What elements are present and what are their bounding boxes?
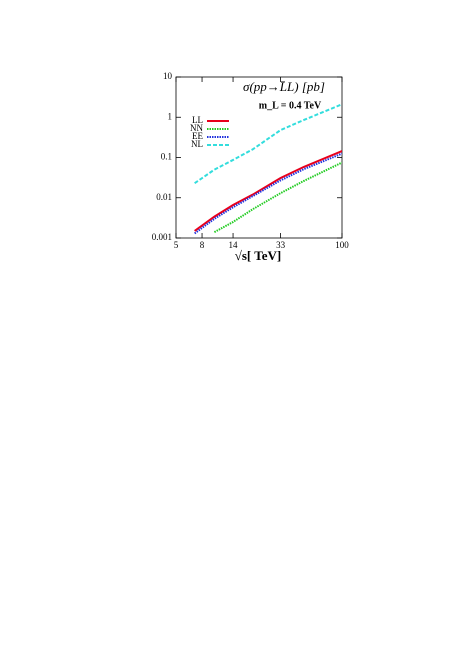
y-tick-label: 1 (168, 111, 173, 121)
series-line (194, 150, 342, 232)
series-line (194, 152, 342, 235)
legend-label: NN (190, 123, 203, 133)
x-tick-label: 8 (200, 240, 205, 250)
legend-label: NL (191, 139, 203, 149)
legend-label: LL (192, 115, 203, 125)
y-tick-label: 0.001 (152, 232, 172, 242)
x-tick-label: 14 (229, 240, 239, 250)
series-line (194, 103, 342, 185)
chart-subtitle: m_L = 0.4 TeV (259, 100, 322, 111)
x-tick-label: 100 (335, 240, 349, 250)
x-tick-label: 33 (276, 240, 286, 250)
legend-label: EE (192, 131, 203, 141)
x-axis-label: √s[ TeV] (235, 248, 282, 263)
y-tick-label: 0.01 (156, 192, 172, 202)
y-tick-label: 0.1 (161, 152, 172, 162)
x-tick-label: 5 (174, 240, 179, 250)
y-tick-label: 10 (163, 71, 173, 81)
series-line (213, 161, 342, 233)
chart-title: σ(pp→L̄L) [pb] (243, 79, 325, 94)
